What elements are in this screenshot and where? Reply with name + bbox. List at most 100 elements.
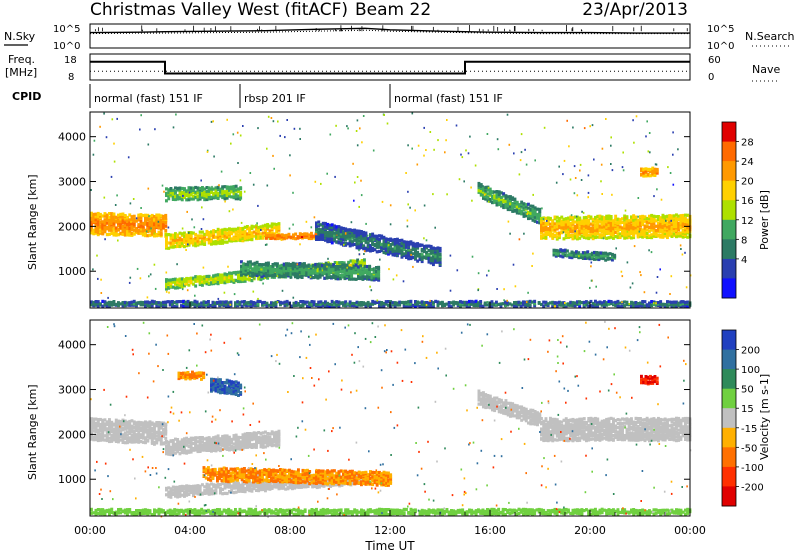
heat-cell [285,269,288,273]
heat-cell [132,436,136,440]
heat-speck [486,274,488,277]
heat-cell [366,237,370,241]
heat-speck [350,221,353,224]
heat-cell [201,234,204,238]
heat-speck [212,120,214,123]
heat-cell [135,428,138,433]
heat-cell [213,304,217,308]
heat-speck [260,229,262,231]
heat-cell [132,429,136,433]
heat-cell [207,237,211,241]
heat-cell [509,201,512,205]
heat-cell [155,437,159,441]
heat-cell [90,417,93,421]
heat-cell [319,233,323,237]
heat-cell [132,422,136,426]
heat-cell [121,433,125,437]
heat-cell [364,236,368,240]
heat-cell [205,232,209,236]
heat-cell [230,239,234,243]
heat-cell [398,249,402,253]
heat-cell [391,252,395,256]
heat-cell [402,304,406,308]
heat-speck [356,176,359,178]
heat-cell [576,233,579,237]
heat-cell [119,231,123,235]
heat-cell [210,238,213,242]
heat-speck [355,130,358,132]
heat-cell [649,170,652,174]
heat-cell [245,304,249,308]
heat-speck [165,271,168,274]
heat-cell [240,264,243,268]
heat-cell [333,237,336,241]
heat-cell [515,211,519,215]
heat-cell [297,302,300,306]
heat-speck [292,296,295,299]
heat-cell [99,424,102,429]
heat-cell [651,170,655,175]
heat-cell [661,233,665,237]
heat-cell [262,269,266,273]
heat-cell [121,422,125,426]
heat-speck [637,197,640,199]
heat-cell [137,217,141,221]
heat-cell [239,279,243,284]
heat-cell [139,229,143,233]
heat-cell [90,421,93,425]
heat-cell [196,234,200,238]
heat-cell [187,283,191,287]
heat-cell [564,220,568,224]
heat-cell [146,433,150,437]
heat-cell [316,269,320,273]
heat-cell [193,302,197,306]
heat-cell [642,167,646,171]
heat-cell [348,300,352,304]
heat-cell [677,225,681,229]
heat-cell [438,249,442,253]
heat-cell [171,280,175,284]
heat-speck [286,119,288,121]
heat-cell [334,269,338,274]
heat-speck [477,272,480,275]
heat-cell [594,299,597,303]
heat-cell [581,255,585,259]
heat-cell [185,194,189,198]
heat-cell [378,245,381,249]
heat-cell [167,188,171,192]
heat-cell [616,304,620,308]
heat-cell [558,217,561,221]
heat-cell [273,271,276,275]
heat-cell [332,264,336,269]
heat-cell [276,234,280,238]
heat-cell [360,245,363,250]
heat-cell [194,190,198,194]
heat-cell [648,216,651,221]
heat-cell [354,269,358,274]
heat-cell [586,256,590,260]
heat-speck [200,228,203,230]
heat-speck [361,141,363,144]
heat-cell [312,234,316,238]
heat-cell [219,280,222,284]
heat-cell [353,235,357,239]
heat-cell [123,227,127,231]
heat-speck [335,124,337,127]
heat-cell [305,267,309,271]
heat-cell [542,233,546,237]
noise-left-tick-bottom: 10^0 [53,41,80,52]
heat-cell [363,269,367,273]
heat-cell [359,268,363,272]
heat-cell [317,304,321,308]
heat-speck [670,219,672,222]
heat-speck [154,128,156,131]
heat-cell [636,227,640,231]
heat-cell [361,272,365,276]
heat-cell [198,449,202,453]
heat-cell [169,451,173,455]
heat-cell [137,427,141,431]
heat-cell [251,267,255,271]
heat-speck [512,263,515,266]
heat-cell [634,215,638,219]
heat-speck [588,222,590,224]
